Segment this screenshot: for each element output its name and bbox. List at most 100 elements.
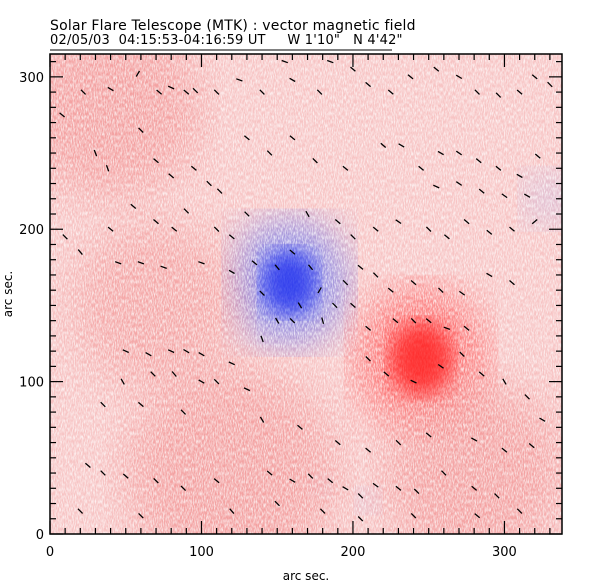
field-vector: [305, 210, 310, 218]
field-vector: [425, 318, 432, 324]
field-vector: [122, 473, 129, 479]
field-vector: [383, 371, 390, 377]
field-vector: [413, 488, 420, 495]
field-vector: [259, 416, 265, 423]
field-vector: [486, 272, 493, 278]
field-vector: [425, 226, 432, 232]
negative-sunspot-core: [262, 250, 317, 315]
tick-labels: 0 100 200 300 0 100 200 300: [19, 71, 517, 560]
field-vector: [62, 234, 68, 240]
chart-title: Solar Flare Telescope (MTK) : vector mag…: [50, 18, 416, 34]
field-vector: [365, 81, 372, 88]
field-vector: [350, 234, 356, 240]
field-vector: [334, 219, 341, 225]
field-vector: [260, 335, 264, 343]
sunspot-cores: [262, 250, 453, 396]
field-vector: [486, 229, 493, 235]
x-tick-label: 0: [46, 545, 54, 560]
field-vector: [516, 508, 523, 514]
field-vector: [198, 352, 205, 357]
field-vector: [425, 432, 432, 438]
plot-area: [50, 54, 562, 534]
field-vector: [213, 226, 220, 232]
y-tick-label: 300: [19, 71, 44, 86]
field-vector: [509, 280, 515, 286]
field-vector: [395, 439, 402, 446]
field-vector: [395, 485, 402, 491]
field-vector: [100, 401, 106, 408]
field-vector: [459, 290, 466, 296]
field-vector: [410, 317, 417, 324]
field-vector: [372, 482, 379, 488]
field-vector: [392, 318, 399, 324]
field-vector: [342, 486, 349, 491]
field-vector: [275, 317, 280, 324]
field-vector: [190, 165, 197, 171]
y-axis-label: arc sec.: [1, 271, 15, 317]
field-vector: [266, 470, 273, 476]
field-vector: [528, 443, 535, 449]
axis-ticks: [49, 54, 562, 535]
x-axis-label: arc sec.: [283, 569, 329, 583]
field-vector: [474, 89, 480, 95]
field-vector: [317, 287, 322, 294]
field-vector: [410, 512, 417, 519]
field-vector: [107, 226, 114, 232]
field-vector: [120, 378, 125, 385]
field-vector: [150, 371, 156, 377]
field-vector: [77, 508, 84, 514]
field-vector: [516, 89, 523, 95]
field-vector: [259, 290, 265, 296]
field-vector: [244, 211, 250, 217]
field-vector: [372, 272, 379, 278]
field-vector: [463, 219, 470, 225]
x-tick-label: 200: [341, 545, 366, 560]
field-vector: [114, 261, 122, 265]
field-vector: [438, 287, 444, 293]
field-vector: [281, 59, 289, 64]
field-vector: [307, 264, 314, 271]
field-vector: [167, 85, 175, 90]
field-vector: [243, 135, 250, 141]
field-vector: [213, 89, 220, 95]
field-vector: [228, 361, 235, 366]
field-vector: [495, 165, 502, 171]
field-vector: [145, 352, 152, 357]
field-vector: [443, 326, 451, 331]
field-vector: [531, 219, 538, 225]
field-vector: [137, 261, 145, 265]
field-vector: [342, 165, 349, 171]
field-vector: [395, 219, 402, 225]
field-vector: [474, 513, 481, 519]
field-vector: [365, 325, 372, 331]
field-vector: [471, 485, 478, 491]
field-vector: [236, 78, 243, 82]
field-vector: [137, 401, 144, 408]
field-vector: [289, 77, 296, 83]
field-vector: [357, 264, 364, 270]
field-vector: [319, 508, 326, 514]
field-vector: [509, 226, 515, 232]
field-vector: [168, 173, 175, 179]
field-vector: [372, 226, 379, 232]
field-vector: [130, 203, 137, 209]
field-vector: [433, 184, 440, 189]
field-vector: [524, 394, 530, 400]
field-vector: [407, 74, 414, 80]
field-vector: [274, 264, 280, 271]
field-vector: [410, 379, 417, 384]
x-tick-label: 300: [492, 545, 517, 560]
field-vector: [357, 516, 364, 522]
field-vector: [228, 269, 235, 275]
field-vector: [418, 165, 425, 171]
field-vector: [138, 127, 144, 133]
field-vector: [266, 150, 273, 156]
y-tick-label: 100: [19, 376, 44, 391]
field-vector: [93, 149, 98, 157]
field-vector: [547, 81, 553, 88]
field-vector: [387, 287, 394, 293]
field-vector: [380, 142, 387, 148]
field-vector: [180, 409, 187, 415]
field-vector: [502, 378, 507, 385]
